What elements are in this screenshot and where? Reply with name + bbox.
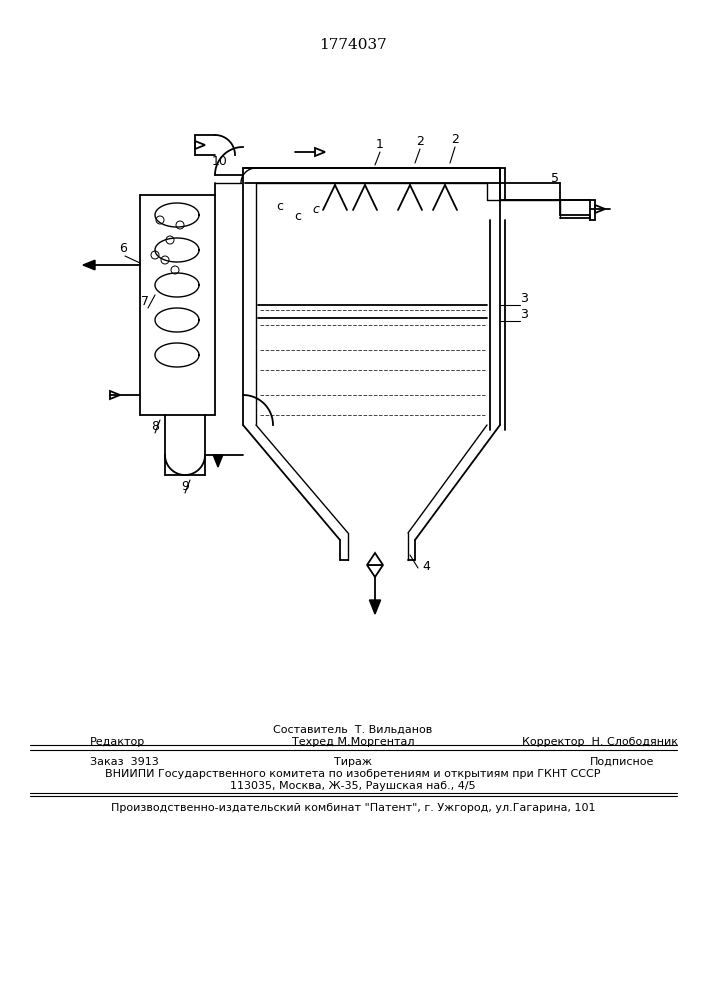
Text: 1: 1 bbox=[376, 138, 384, 151]
Text: 8: 8 bbox=[151, 420, 159, 433]
Text: 4: 4 bbox=[422, 560, 430, 573]
Text: c: c bbox=[276, 200, 284, 213]
Text: 7: 7 bbox=[141, 295, 149, 308]
Text: c: c bbox=[312, 203, 320, 216]
Text: 2: 2 bbox=[416, 135, 424, 148]
Text: Корректор  Н. Слободяник: Корректор Н. Слободяник bbox=[522, 737, 678, 747]
Circle shape bbox=[166, 236, 174, 244]
Text: Подписное: Подписное bbox=[590, 757, 655, 767]
Polygon shape bbox=[315, 148, 325, 156]
Text: 2: 2 bbox=[451, 133, 459, 146]
Text: 10: 10 bbox=[212, 155, 228, 168]
Polygon shape bbox=[214, 455, 223, 467]
Polygon shape bbox=[367, 565, 383, 577]
Text: Редактор: Редактор bbox=[90, 737, 145, 747]
Text: c: c bbox=[295, 210, 301, 223]
Text: 3: 3 bbox=[520, 308, 528, 321]
Circle shape bbox=[171, 266, 179, 274]
Text: Тираж: Тираж bbox=[334, 757, 372, 767]
Polygon shape bbox=[367, 553, 383, 565]
Text: 3: 3 bbox=[520, 292, 528, 305]
Text: 6: 6 bbox=[119, 242, 127, 255]
Text: Техред М.Моргентал: Техред М.Моргентал bbox=[292, 737, 414, 747]
Text: 1774037: 1774037 bbox=[319, 38, 387, 52]
Circle shape bbox=[161, 256, 169, 264]
Circle shape bbox=[176, 221, 184, 229]
Polygon shape bbox=[369, 600, 380, 614]
Text: Заказ  3913: Заказ 3913 bbox=[90, 757, 159, 767]
Text: 9: 9 bbox=[181, 480, 189, 493]
Text: ВНИИПИ Государственного комитета по изобретениям и открытиям при ГКНТ СССР: ВНИИПИ Государственного комитета по изоб… bbox=[105, 769, 601, 779]
Circle shape bbox=[151, 251, 159, 259]
Circle shape bbox=[156, 216, 164, 224]
Polygon shape bbox=[110, 391, 120, 399]
Text: Составитель  Т. Вильданов: Составитель Т. Вильданов bbox=[274, 725, 433, 735]
Text: Производственно-издательский комбинат "Патент", г. Ужгород, ул.Гагарина, 101: Производственно-издательский комбинат "П… bbox=[111, 803, 595, 813]
Polygon shape bbox=[595, 205, 605, 213]
Text: 5: 5 bbox=[551, 172, 559, 185]
Polygon shape bbox=[195, 141, 205, 149]
Polygon shape bbox=[83, 260, 95, 270]
Text: 113035, Москва, Ж-35, Раушская наб., 4/5: 113035, Москва, Ж-35, Раушская наб., 4/5 bbox=[230, 781, 476, 791]
